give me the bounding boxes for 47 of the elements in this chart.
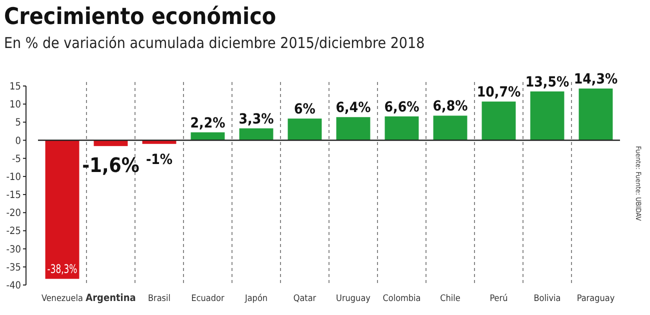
x-tick-label: Paraguay: [576, 294, 615, 304]
bar: [530, 91, 564, 140]
bar: [288, 118, 322, 140]
chart-subtitle: En % de variación acumulada diciembre 2015/diciembre 2018: [4, 34, 425, 52]
x-tick-label: Qatar: [293, 294, 317, 304]
bar: [239, 128, 274, 140]
bar: [336, 117, 370, 140]
data-label: 13,5%: [525, 74, 570, 90]
x-tick-label: Bolivia: [534, 294, 561, 304]
data-label: 10,7%: [476, 84, 521, 101]
chart-title: Crecimiento económico: [4, 4, 276, 30]
data-label: 6,4%: [336, 100, 372, 116]
y-tick-label: 15: [10, 82, 21, 92]
data-label: 6%: [294, 102, 316, 118]
data-label: 6,6%: [384, 99, 420, 116]
data-label: -1%: [146, 152, 173, 168]
bar: [578, 88, 613, 140]
y-tick-label: 5: [15, 118, 21, 129]
y-tick-label: -35: [6, 262, 21, 274]
data-label: -1,6%: [82, 153, 140, 178]
x-tick-label: Colombia: [382, 294, 421, 304]
data-label: 3,3%: [238, 111, 274, 128]
x-tick-label: Uruguay: [336, 294, 371, 304]
data-label: 14,3%: [574, 72, 618, 88]
y-tick-label: -15: [6, 190, 21, 202]
x-tick-label: Perú: [490, 293, 508, 304]
bar: [433, 116, 468, 140]
y-tick-label: -20: [6, 208, 22, 220]
y-tick-label: 0: [15, 136, 22, 147]
bar: [384, 116, 419, 140]
y-tick-label: -40: [6, 280, 22, 292]
data-label: 2,2%: [190, 115, 226, 132]
y-tick-label: -30: [6, 244, 22, 256]
x-tick-label: Chile: [440, 294, 460, 304]
y-tick-label: -10: [6, 172, 22, 183]
bar: [482, 102, 516, 140]
x-tick-label: Brasil: [148, 294, 171, 304]
data-label: 6,8%: [432, 98, 468, 115]
y-tick-label: 10: [10, 100, 22, 111]
y-tick-label: -5: [12, 154, 21, 165]
y-tick-label: -25: [6, 226, 21, 238]
x-tick-label: Venezuela: [41, 294, 84, 304]
bar: [45, 140, 80, 279]
x-tick-label: Argentina: [86, 293, 136, 304]
data-label: -38,3%: [47, 262, 86, 276]
x-tick-label: Japón: [244, 293, 268, 304]
x-tick-label: Ecuador: [191, 294, 225, 304]
